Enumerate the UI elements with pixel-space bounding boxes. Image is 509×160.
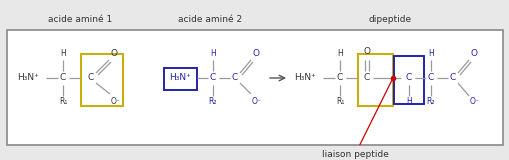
Text: C: C [363,73,370,83]
Text: C: C [88,73,94,83]
Text: C: C [427,73,433,83]
Bar [357,54,392,106]
Text: O: O [252,48,259,57]
Bar [164,68,196,90]
Text: R₂: R₂ [426,97,434,107]
Text: O⁻: O⁻ [111,97,121,107]
Text: C: C [60,73,66,83]
Text: acide aminé 1: acide aminé 1 [48,16,112,24]
Text: O: O [470,48,476,57]
Text: C: C [210,73,216,83]
Text: O: O [363,48,370,56]
Text: H: H [60,49,66,59]
Text: H: H [210,49,215,59]
Text: C: C [405,73,411,83]
Bar [393,56,423,104]
Text: R₁: R₁ [335,97,344,107]
Text: H₃N⁺: H₃N⁺ [294,73,315,83]
Text: liaison peptide: liaison peptide [321,80,391,159]
Text: H: H [405,97,411,107]
Text: R₁: R₁ [59,97,67,107]
Text: C: C [232,73,238,83]
Bar [7,30,502,145]
Text: O⁻: O⁻ [469,97,479,107]
Text: O: O [110,48,117,57]
Text: C: C [336,73,343,83]
Bar [81,54,123,106]
Text: C: C [449,73,455,83]
Text: H₃N⁺: H₃N⁺ [168,73,190,83]
Text: H₃N⁺: H₃N⁺ [17,73,39,83]
Text: O⁻: O⁻ [251,97,262,107]
Text: H: H [336,49,342,59]
Text: dipeptide: dipeptide [367,16,411,24]
Text: acide aminé 2: acide aminé 2 [178,16,242,24]
Text: R₂: R₂ [208,97,217,107]
Text: H: H [427,49,433,59]
